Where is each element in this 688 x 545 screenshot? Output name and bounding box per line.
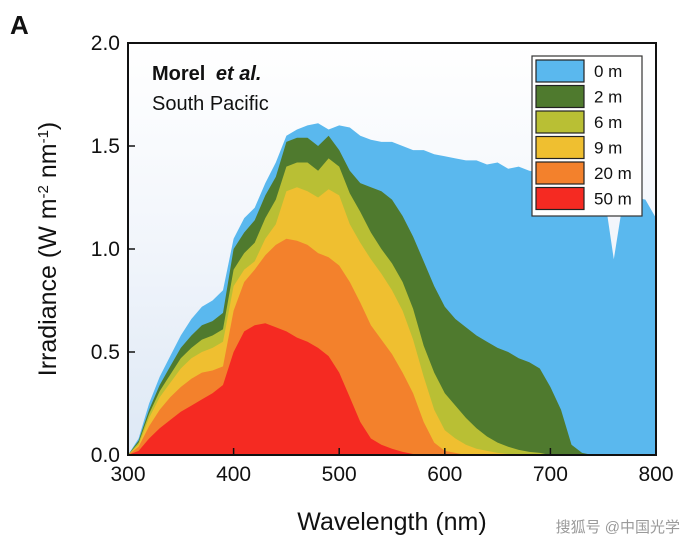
legend-label-0m: 0 m bbox=[594, 62, 622, 81]
legend-label-50m: 50 m bbox=[594, 190, 632, 209]
legend: 0 m 2 m 6 m 9 m 20 m 50 m bbox=[531, 55, 643, 217]
y-tick-label-1.5: 1.5 bbox=[91, 135, 120, 158]
legend-swatch-50m bbox=[535, 186, 585, 211]
legend-swatch-6m bbox=[535, 110, 585, 134]
x-tick-label-700: 700 bbox=[533, 463, 568, 486]
y-tick-label-0.0: 0.0 bbox=[91, 444, 120, 467]
legend-swatch-0m bbox=[535, 59, 585, 83]
watermark: 搜狐号 @中国光学 bbox=[556, 519, 680, 536]
y-tick-label-0.5: 0.5 bbox=[91, 341, 120, 364]
legend-swatch-9m bbox=[535, 135, 585, 160]
annotation: Morel et al. bbox=[152, 63, 261, 85]
legend-swatch-20m bbox=[535, 161, 585, 185]
x-axis-title: Wavelength (nm) bbox=[297, 508, 486, 536]
y-tick-label-1.0: 1.0 bbox=[91, 238, 120, 261]
annotation-location: South Pacific bbox=[152, 93, 269, 115]
x-tick-label-800: 800 bbox=[638, 463, 673, 486]
legend-items: 0 m 2 m 6 m 9 m 20 m 50 m bbox=[535, 59, 632, 211]
x-tick-label-300: 300 bbox=[110, 463, 145, 486]
tick-layer: 300 400 500 600 700 800 0.0 0.5 1.0 1.5 2.0 bbox=[91, 32, 674, 486]
series-layer bbox=[128, 123, 656, 455]
y-axis-title-sup1: -2 bbox=[35, 185, 52, 198]
panel-label: A bbox=[10, 10, 29, 40]
x-tick-label-600: 600 bbox=[427, 463, 462, 486]
y-axis-title-main: Irradiance (W m bbox=[34, 198, 62, 376]
series-area-50m bbox=[128, 323, 656, 455]
annotation-author-suffix: et al. bbox=[216, 63, 262, 85]
y-axis-title-sup2: -1 bbox=[35, 130, 52, 143]
legend-label-9m: 9 m bbox=[594, 139, 622, 158]
legend-label-2m: 2 m bbox=[594, 88, 622, 107]
legend-label-6m: 6 m bbox=[594, 113, 622, 132]
x-tick-label-500: 500 bbox=[322, 463, 357, 486]
annotation-author: Morel bbox=[152, 63, 205, 85]
x-tick-label-400: 400 bbox=[216, 463, 251, 486]
legend-swatch-2m bbox=[535, 84, 585, 109]
y-axis-title-end: ) bbox=[34, 122, 62, 130]
y-tick-label-2.0: 2.0 bbox=[91, 32, 120, 55]
y-axis-title-mid: nm bbox=[34, 143, 62, 185]
legend-label-20m: 20 m bbox=[594, 164, 632, 183]
y-axis-title: Irradiance (W m-2 nm-1) bbox=[34, 122, 62, 377]
